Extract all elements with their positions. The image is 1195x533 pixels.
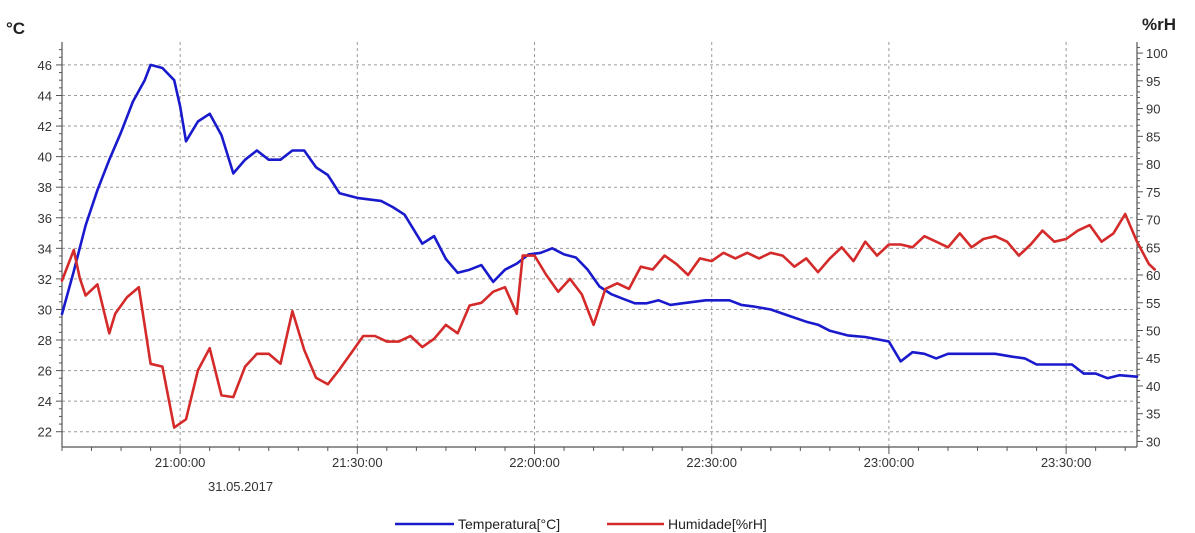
grid-lines	[62, 42, 1137, 447]
legend-label-temperatura: Temperatura[°C]	[458, 516, 560, 532]
x-axis-tick-label: 21:30:00	[332, 455, 383, 470]
x-axis-date-label: 31.05.2017	[208, 479, 273, 494]
legend: Temperatura[°C] Humidade[%rH]	[395, 516, 767, 532]
right-axis-tick-label: 35	[1146, 407, 1160, 422]
left-axis-tick-label: 40	[38, 150, 52, 165]
series-lines	[60, 63, 1156, 429]
right-axis-tick-label: 90	[1146, 102, 1160, 117]
tick-labels: 22 24 26 28 30 32 34 36 38 40 42 44 46 30 35 40 45 50 55 60…	[38, 46, 1168, 470]
right-axis-tick-label: 40	[1146, 379, 1160, 394]
left-axis-tick-label: 30	[38, 302, 52, 317]
right-axis-tick-label: 80	[1146, 157, 1160, 172]
right-axis-tick-label: 100	[1146, 46, 1168, 61]
left-axis-unit: °C	[6, 19, 25, 38]
left-axis-tick-label: 32	[38, 272, 52, 287]
axes	[56, 42, 1143, 454]
right-axis-unit: %rH	[1142, 15, 1176, 34]
left-axis-tick-label: 34	[38, 241, 52, 256]
left-axis-tick-label: 36	[38, 211, 52, 226]
right-axis-tick-label: 30	[1146, 434, 1160, 449]
left-axis-tick-label: 38	[38, 180, 52, 195]
x-axis-tick-label: 22:00:00	[509, 455, 560, 470]
series-line-humidade	[60, 212, 1156, 429]
right-axis-tick-label: 95	[1146, 74, 1160, 89]
x-axis-tick-label: 21:00:00	[155, 455, 206, 470]
right-axis-tick-label: 75	[1146, 185, 1160, 200]
left-axis-tick-label: 24	[38, 394, 52, 409]
x-axis-tick-label: 23:00:00	[864, 455, 915, 470]
x-axis-tick-label: 22:30:00	[686, 455, 737, 470]
left-axis-tick-label: 42	[38, 119, 52, 134]
right-axis-tick-label: 70	[1146, 213, 1160, 228]
right-axis-tick-label: 85	[1146, 129, 1160, 144]
right-axis-tick-label: 45	[1146, 351, 1160, 366]
left-axis-tick-label: 28	[38, 333, 52, 348]
left-axis-tick-label: 44	[38, 88, 52, 103]
left-axis-tick-label: 22	[38, 425, 52, 440]
x-axis-tick-label: 23:30:00	[1041, 455, 1092, 470]
legend-label-humidade: Humidade[%rH]	[668, 516, 767, 532]
right-axis-tick-label: 60	[1146, 268, 1160, 283]
series-line-temperatura	[60, 63, 1139, 380]
left-axis-tick-label: 46	[38, 58, 52, 73]
right-axis-tick-label: 65	[1146, 240, 1160, 255]
right-axis-tick-label: 55	[1146, 296, 1160, 311]
right-axis-tick-label: 50	[1146, 323, 1160, 338]
left-axis-tick-label: 26	[38, 364, 52, 379]
